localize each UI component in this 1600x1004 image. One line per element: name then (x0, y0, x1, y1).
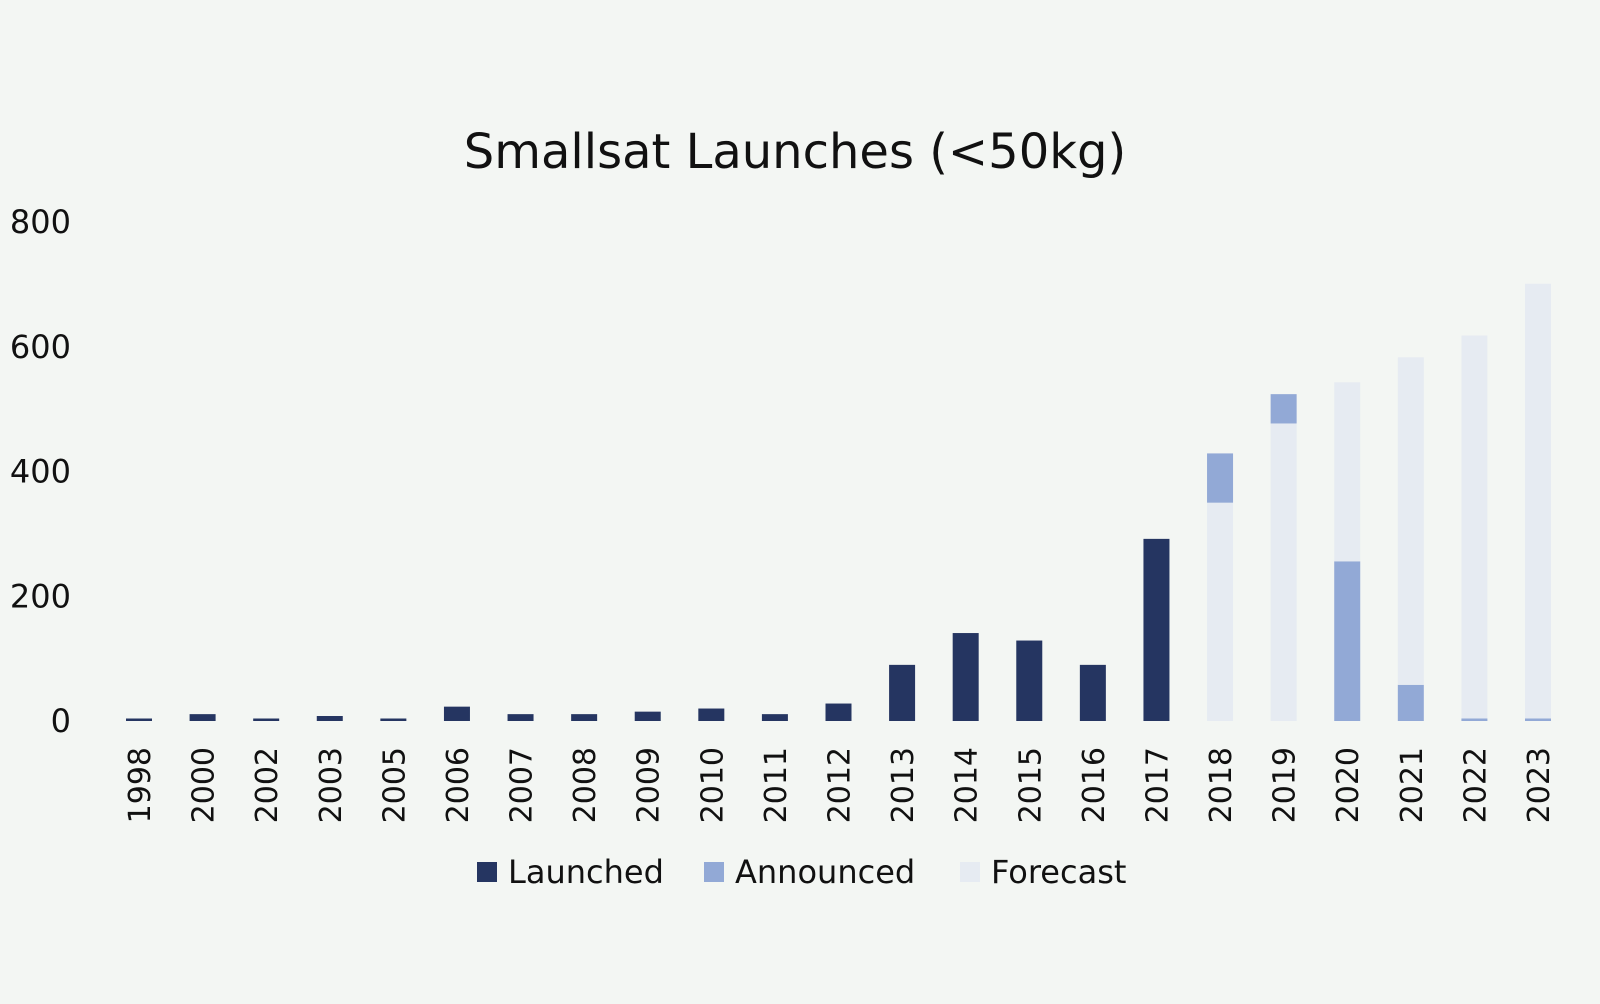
bar-launched-2009 (634, 711, 661, 721)
bar-announced-2020 (1334, 561, 1361, 721)
bar-launched-2005 (380, 718, 407, 721)
bar-forecast-2023 (1525, 283, 1551, 719)
x-tick-label: 2018 (1204, 747, 1239, 823)
x-tick-label: 2000 (187, 747, 222, 823)
x-tick-label: 2011 (759, 747, 794, 823)
legend-label-announced: Announced (735, 853, 915, 891)
x-tick-label: 2013 (886, 747, 921, 823)
legend-swatch-launched (477, 862, 497, 882)
legend-swatch-announced (704, 862, 724, 882)
bar-launched-2007 (507, 714, 534, 721)
legend: Launched Announced Forecast (477, 853, 1126, 891)
bar-launched-2015 (1016, 640, 1043, 721)
x-tick-label: 2010 (695, 747, 730, 823)
bar-launched-2008 (571, 714, 598, 721)
bar-launched-2000 (189, 714, 216, 721)
y-tick-label: 200 (10, 577, 71, 615)
x-tick-label: 2022 (1458, 747, 1493, 823)
bar-forecast-2021 (1397, 357, 1424, 685)
x-tick-label: 2014 (950, 747, 985, 823)
x-tick-label: 2020 (1331, 747, 1366, 823)
bar-launched-2016 (1079, 664, 1106, 721)
x-tick-label: 2021 (1395, 747, 1430, 823)
bar-launched-2002 (253, 718, 280, 721)
x-tick-label: 2008 (568, 747, 603, 823)
bar-launched-2011 (761, 714, 788, 721)
bar-forecast-2020 (1334, 382, 1361, 562)
x-tick-label: 1998 (123, 747, 158, 823)
bar-announced-2022 (1461, 718, 1488, 721)
y-tick-label: 400 (10, 453, 71, 491)
x-tick-label: 2007 (505, 747, 540, 823)
x-tick-label: 2017 (1140, 747, 1175, 823)
x-tick-label: 2003 (314, 747, 349, 823)
bar-launched-1998 (126, 718, 152, 721)
bar-launched-2010 (698, 708, 725, 721)
bar-forecast-2018 (1207, 502, 1234, 721)
bar-forecast-2019 (1270, 423, 1297, 721)
bar-forecast-2022 (1461, 335, 1488, 719)
x-tick-label: 2006 (441, 747, 476, 823)
bar-announced-2023 (1525, 718, 1551, 721)
x-tick-label: 2009 (632, 747, 667, 823)
x-tick-label: 2002 (250, 747, 285, 823)
y-tick-label: 0 (51, 702, 71, 740)
y-tick-label: 800 (10, 203, 71, 241)
bar-launched-2012 (825, 703, 852, 721)
bar-announced-2018 (1207, 453, 1234, 503)
x-tick-label: 2012 (823, 747, 858, 823)
bar-announced-2019 (1270, 394, 1297, 424)
bar-launched-2013 (889, 664, 916, 721)
bar-launched-2014 (952, 633, 979, 721)
legend-label-launched: Launched (508, 853, 664, 891)
bar-announced-2021 (1397, 684, 1424, 721)
bar-launched-2017 (1143, 538, 1170, 721)
x-tick-label: 2016 (1077, 747, 1112, 823)
x-tick-label: 2023 (1522, 747, 1557, 823)
x-tick-label: 2019 (1268, 747, 1303, 823)
y-tick-label: 600 (10, 328, 71, 366)
x-tick-label: 2015 (1013, 747, 1048, 823)
chart-title: Smallsat Launches (<50kg) (464, 124, 1126, 180)
bar-launched-2003 (316, 716, 343, 721)
x-tick-label: 2005 (377, 747, 412, 823)
legend-label-forecast: Forecast (991, 853, 1126, 891)
bar-launched-2006 (443, 706, 470, 721)
legend-swatch-forecast (960, 862, 980, 882)
